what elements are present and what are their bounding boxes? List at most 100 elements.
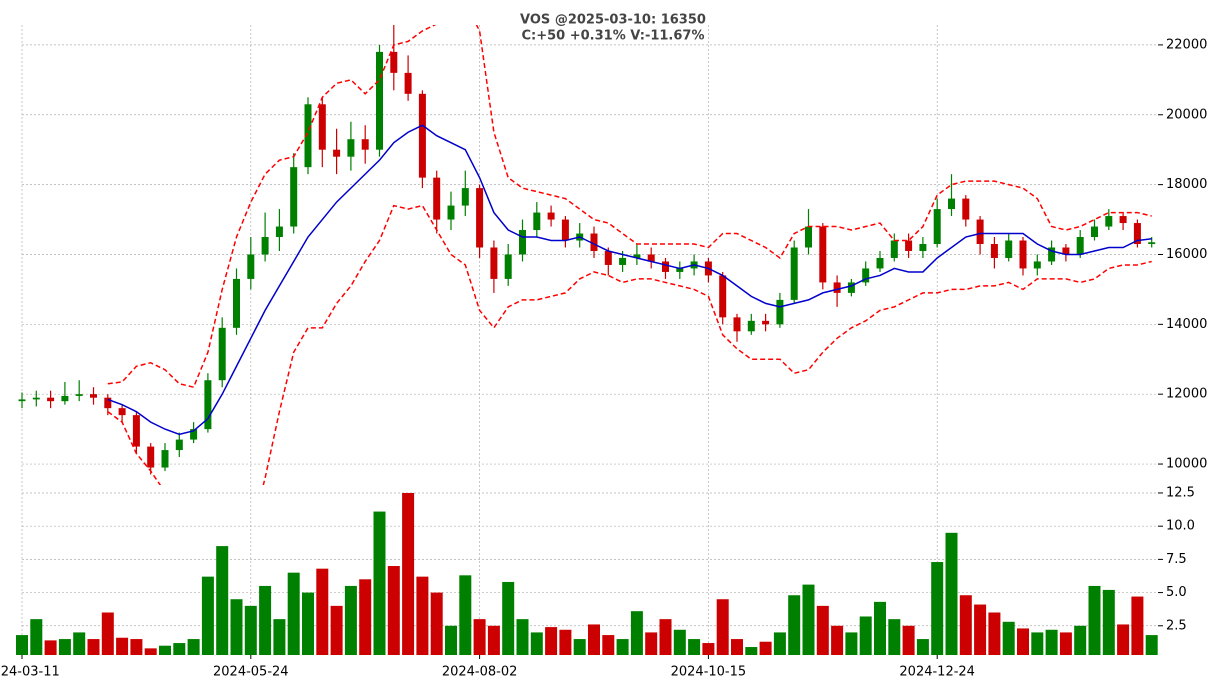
volume-bar (230, 599, 243, 655)
y2-tick-label: 12.5 (1166, 485, 1195, 500)
candle-body (590, 233, 598, 251)
volume-bar (888, 619, 901, 655)
candle-body (1105, 216, 1113, 227)
volume-bar (1031, 632, 1044, 655)
volume-bar (173, 643, 186, 655)
candle-body (733, 317, 741, 332)
volume-bar (487, 625, 500, 655)
x-tick-label: 2024-12-24 (899, 665, 975, 680)
volume-bar (201, 576, 214, 655)
y-tick-label: 14000 (1166, 317, 1207, 332)
candle-body (633, 254, 641, 258)
candle-body (1019, 240, 1027, 269)
volume-bar (144, 648, 157, 655)
candle-body (790, 247, 798, 300)
volume-bar (502, 581, 515, 655)
price-panel (18, 25, 1156, 485)
volume-bar (58, 639, 71, 655)
candle-body (561, 219, 569, 241)
candle-body (833, 282, 841, 293)
volume-bar (816, 605, 829, 655)
candle-body (948, 198, 955, 210)
candle-body (1062, 247, 1070, 255)
candle-body (104, 397, 112, 409)
candle-body (347, 139, 355, 157)
candle-body (61, 395, 69, 402)
volume-bar (1074, 625, 1087, 655)
candle-body (905, 240, 913, 251)
candle-body (333, 149, 341, 157)
candle-body (1005, 240, 1013, 258)
volume-bar (573, 639, 586, 655)
upper-line (107, 25, 1152, 389)
candle-body (247, 254, 255, 279)
candle-body (147, 446, 155, 468)
volume-bar (1002, 621, 1015, 655)
volume-bar (959, 595, 972, 655)
volume-bar (559, 629, 572, 655)
candle-body (361, 139, 369, 150)
candle-body (418, 93, 426, 178)
volume-bar (402, 492, 415, 655)
volume-bar (130, 639, 143, 655)
volume-bar (1045, 629, 1058, 655)
candle-body (275, 226, 283, 238)
candle-body (1119, 216, 1127, 224)
volume-bar (545, 627, 558, 655)
candle-body (504, 254, 512, 279)
volume-bar (216, 546, 229, 655)
volume-bar (759, 641, 772, 655)
candle-body (1133, 223, 1141, 244)
volume-bar (44, 640, 57, 655)
candle-body (218, 327, 226, 381)
volume-bar (87, 639, 100, 655)
volume-bar (859, 616, 872, 655)
volume-bar (988, 612, 1001, 655)
volume-bar (588, 624, 600, 655)
candle-body (75, 394, 83, 396)
x-tick-label: 2024-03-11 (0, 665, 60, 680)
chart-title: VOS @2025-03-10: 16350 (520, 13, 706, 28)
volume-bar (1102, 589, 1115, 655)
volume-bar (516, 619, 529, 655)
volume-bar (187, 639, 200, 655)
volume-bar (244, 605, 257, 655)
candle-body (18, 399, 26, 402)
axes: 10000 12000 14000 16000 18000 20000 22000 2.5 5.… (0, 37, 1207, 679)
volume-bar (344, 585, 357, 655)
candle-body (719, 275, 727, 318)
y-tick-label: 18000 (1166, 177, 1207, 192)
volume-bar (1017, 628, 1029, 655)
volume-bar (73, 632, 86, 655)
y-tick-label: 22000 (1166, 37, 1207, 52)
candle-body (47, 397, 55, 402)
x-tick-label: 2024-05-24 (213, 665, 289, 680)
candle-body (1091, 226, 1098, 238)
candle-body (433, 177, 441, 220)
y-tick-label: 20000 (1166, 107, 1207, 122)
volume-bar (945, 532, 958, 655)
candle-body (132, 415, 140, 447)
candle-body (762, 320, 770, 325)
volume-bar (273, 619, 286, 655)
candle-body (890, 240, 898, 258)
volume-bar (931, 562, 944, 655)
candle-body (533, 212, 541, 231)
volume-bar (459, 575, 472, 655)
candle-body (376, 51, 383, 150)
candle-body (519, 230, 526, 255)
volume-bar (445, 625, 457, 655)
candle-body (647, 254, 655, 262)
candle-body (175, 439, 183, 451)
candle-body (490, 247, 498, 279)
candle-body (190, 429, 198, 440)
volume-bar (30, 619, 43, 655)
candle-body (676, 268, 684, 272)
grid (21, 25, 1158, 655)
candle-body (318, 104, 326, 150)
candle-body (204, 380, 212, 430)
candle-body (1148, 242, 1156, 244)
volume-bar (645, 632, 658, 655)
candle-body (862, 268, 870, 283)
volume-bar (530, 632, 543, 655)
